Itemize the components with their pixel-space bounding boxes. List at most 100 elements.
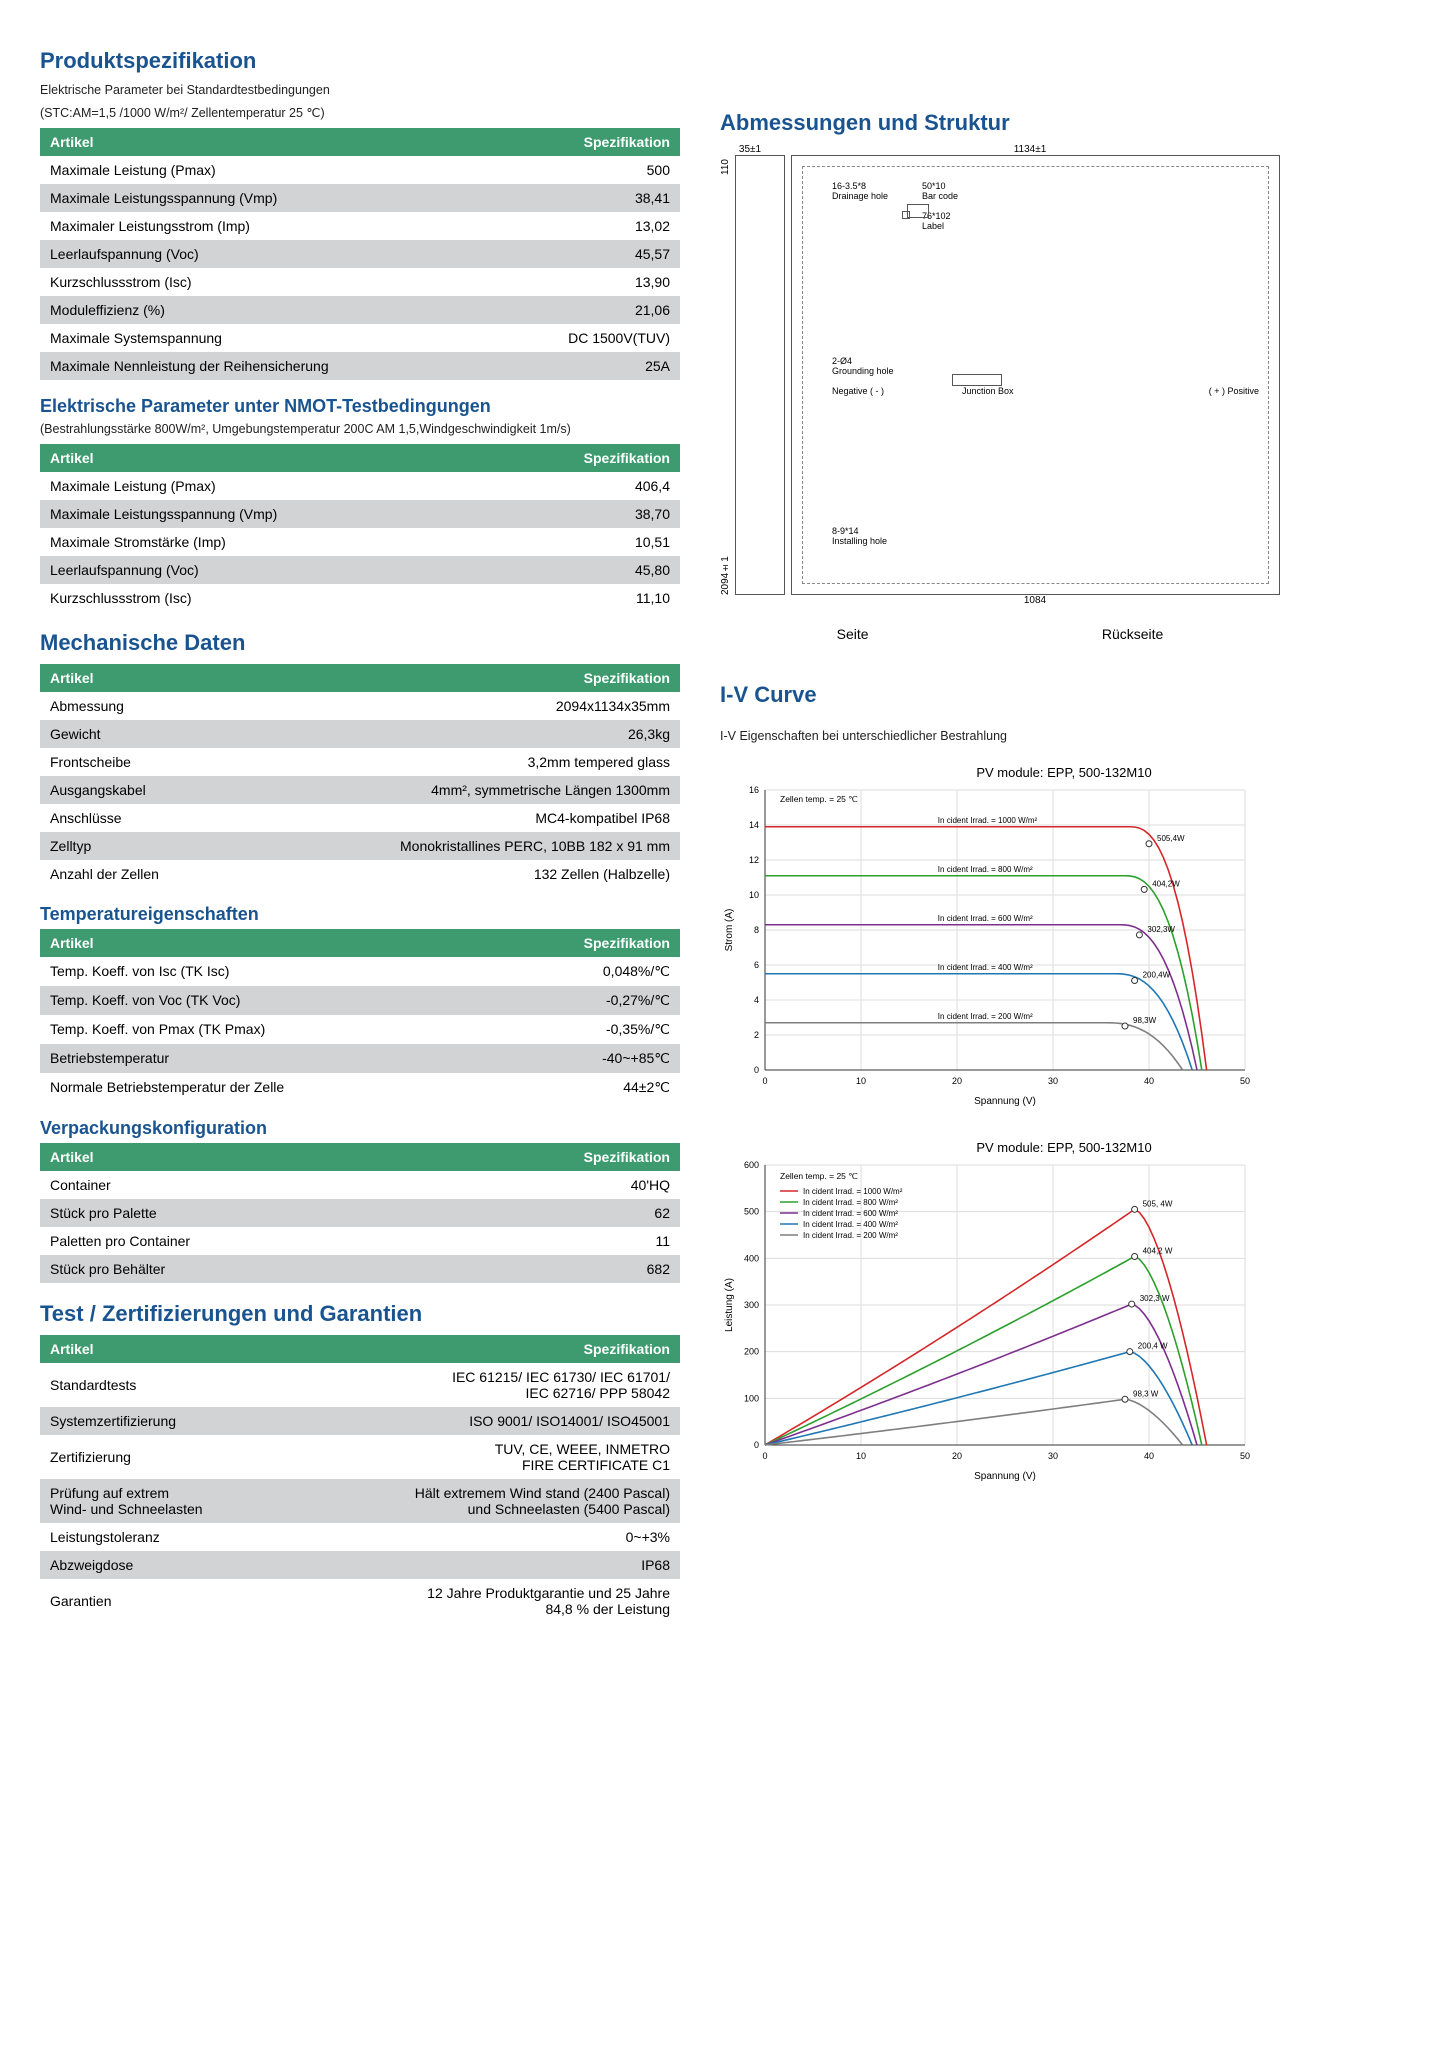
svg-text:In cident Irrad. = 600 W/m²: In cident Irrad. = 600 W/m² (803, 1209, 898, 1218)
svg-text:404,2 W: 404,2 W (1143, 1246, 1173, 1255)
svg-text:0: 0 (754, 1440, 759, 1450)
title-temp: Temperatureigenschaften (40, 904, 680, 925)
svg-text:Spannung (V): Spannung (V) (974, 1471, 1036, 1482)
title-nmot: Elektrische Parameter unter NMOT-Testbed… (40, 396, 680, 417)
table-row: SystemzertifizierungISO 9001/ ISO14001/ … (40, 1407, 680, 1435)
svg-text:98,3 W: 98,3 W (1133, 1389, 1159, 1398)
svg-text:Zellen temp. = 25 ℃: Zellen temp. = 25 ℃ (780, 1171, 858, 1181)
svg-text:10: 10 (749, 890, 759, 900)
table-row: Anzahl der Zellen132 Zellen (Halbzelle) (40, 860, 680, 888)
table-pack: ArtikelSpezifikation Container40'HQStück… (40, 1143, 680, 1283)
table-row: Temp. Koeff. von Pmax (TK Pmax)-0,35%/℃ (40, 1015, 680, 1044)
svg-text:Strom (A): Strom (A) (724, 908, 735, 951)
title-iv-curve: I-V Curve (720, 682, 1408, 708)
table-row: Paletten pro Container11 (40, 1227, 680, 1255)
svg-text:302,3W: 302,3W (1147, 925, 1175, 934)
stc-note-1: Elektrische Parameter bei Standardtestbe… (40, 82, 680, 99)
svg-text:100: 100 (744, 1393, 759, 1403)
table-row: Maximale Nennleistung der Reihensicherun… (40, 352, 680, 380)
table-row: Maximale Leistungsspannung (Vmp)38,70 (40, 500, 680, 528)
table-row: Maximale Leistungsspannung (Vmp)38,41 (40, 184, 680, 212)
svg-text:In cident Irrad. = 200 W/m²: In cident Irrad. = 200 W/m² (803, 1231, 898, 1240)
svg-text:10: 10 (856, 1451, 866, 1461)
table-row: Leistungstoleranz0~+3% (40, 1523, 680, 1551)
pv-chart-title: PV module: EPP, 500-132M10 (720, 1140, 1408, 1155)
svg-text:200,4 W: 200,4 W (1138, 1342, 1168, 1351)
svg-text:40: 40 (1144, 1451, 1154, 1461)
table-row: Maximale SystemspannungDC 1500V(TUV) (40, 324, 680, 352)
svg-text:4: 4 (754, 995, 759, 1005)
table-row: AbzweigdoseIP68 (40, 1551, 680, 1579)
svg-text:In cident Irrad. = 800 W/m²: In cident Irrad. = 800 W/m² (803, 1198, 898, 1207)
svg-text:14: 14 (749, 820, 759, 830)
title-produktspezifikation: Produktspezifikation (40, 48, 680, 74)
svg-text:In cident Irrad. = 600 W/m²: In cident Irrad. = 600 W/m² (938, 914, 1033, 923)
table-row: Temp. Koeff. von Voc (TK Voc)-0,27%/℃ (40, 986, 680, 1015)
svg-text:In cident Irrad. = 400 W/m²: In cident Irrad. = 400 W/m² (938, 963, 1033, 972)
svg-text:0: 0 (762, 1076, 767, 1086)
svg-text:600: 600 (744, 1160, 759, 1170)
table-row: Betriebstemperatur-40~+85℃ (40, 1044, 680, 1073)
svg-text:In cident Irrad. = 400 W/m²: In cident Irrad. = 400 W/m² (803, 1220, 898, 1229)
iv-chart: 010203040500246810121416Spannung (V)Stro… (720, 780, 1260, 1110)
iv-chart-title: PV module: EPP, 500-132M10 (720, 765, 1408, 780)
svg-text:8: 8 (754, 925, 759, 935)
svg-text:98,3W: 98,3W (1133, 1016, 1157, 1025)
svg-text:In cident Irrad. = 800 W/m²: In cident Irrad. = 800 W/m² (938, 865, 1033, 874)
table-row: Moduleffizienz (%)21,06 (40, 296, 680, 324)
table-stc: ArtikelSpezifikation Maximale Leistung (… (40, 128, 680, 380)
svg-text:302,3 W: 302,3 W (1140, 1294, 1170, 1303)
svg-text:6: 6 (754, 960, 759, 970)
table-row: Stück pro Behälter682 (40, 1255, 680, 1283)
svg-text:50: 50 (1240, 1451, 1250, 1461)
iv-note: I-V Eigenschaften bei unterschiedlicher … (720, 728, 1408, 745)
table-mech: ArtikelSpezifikation Abmessung2094x1134x… (40, 664, 680, 888)
svg-text:404,2W: 404,2W (1152, 879, 1180, 888)
table-row: Maximaler Leistungsstrom (Imp)13,02 (40, 212, 680, 240)
svg-text:Leistung (A): Leistung (A) (724, 1278, 735, 1332)
svg-text:500: 500 (744, 1207, 759, 1217)
svg-text:20: 20 (952, 1076, 962, 1086)
svg-text:0: 0 (762, 1451, 767, 1461)
stc-note-2: (STC:AM=1,5 /1000 W/m²/ Zellentemperatur… (40, 105, 680, 122)
table-row: Kurzschlussstrom (Isc)11,10 (40, 584, 680, 612)
table-row: Ausgangskabel4mm², symmetrische Längen 1… (40, 776, 680, 804)
svg-text:16: 16 (749, 785, 759, 795)
table-row: Gewicht26,3kg (40, 720, 680, 748)
svg-text:50: 50 (1240, 1076, 1250, 1086)
table-row: ZelltypMonokristallines PERC, 10BB 182 x… (40, 832, 680, 860)
svg-text:505,4W: 505,4W (1157, 834, 1185, 843)
pv-chart: 010203040500100200300400500600Spannung (… (720, 1155, 1260, 1485)
table-temp: ArtikelSpezifikation Temp. Koeff. von Is… (40, 929, 680, 1102)
table-row: Leerlaufspannung (Voc)45,57 (40, 240, 680, 268)
table-nmot: ArtikelSpezifikation Maximale Leistung (… (40, 444, 680, 612)
table-row: Normale Betriebstemperatur der Zelle44±2… (40, 1073, 680, 1102)
nmot-note: (Bestrahlungsstärke 800W/m², Umgebungste… (40, 421, 680, 438)
table-row: AnschlüsseMC4-kompatibel IP68 (40, 804, 680, 832)
svg-text:505, 4W: 505, 4W (1143, 1199, 1173, 1208)
table-row: Maximale Leistung (Pmax)500 (40, 156, 680, 184)
table-row: Temp. Koeff. von Isc (TK Isc)0,048%/℃ (40, 957, 680, 986)
svg-text:2: 2 (754, 1030, 759, 1040)
table-row: Garantien12 Jahre Produktgarantie und 25… (40, 1579, 680, 1623)
svg-text:In cident Irrad. = 1000 W/m²: In cident Irrad. = 1000 W/m² (938, 816, 1038, 825)
dimension-diagram: 35±1 1134±1 110 2094±1 16-3.5*8 Drainage… (720, 144, 1280, 642)
table-row: Prüfung auf extrem Wind- und Schneelaste… (40, 1479, 680, 1523)
svg-text:200,4W: 200,4W (1143, 970, 1171, 979)
title-pack: Verpackungskonfiguration (40, 1118, 680, 1139)
table-row: Abmessung2094x1134x35mm (40, 692, 680, 720)
label-seite: Seite (837, 626, 869, 642)
svg-text:10: 10 (856, 1076, 866, 1086)
title-cert: Test / Zertifizierungen und Garantien (40, 1301, 680, 1327)
table-row: Maximale Leistung (Pmax)406,4 (40, 472, 680, 500)
svg-text:Zellen temp. = 25 ℃: Zellen temp. = 25 ℃ (780, 794, 858, 804)
table-row: ZertifizierungTUV, CE, WEEE, INMETRO FIR… (40, 1435, 680, 1479)
table-row: Frontscheibe3,2mm tempered glass (40, 748, 680, 776)
svg-text:Spannung (V): Spannung (V) (974, 1096, 1036, 1107)
table-row: Maximale Stromstärke (Imp)10,51 (40, 528, 680, 556)
title-dimensions: Abmessungen und Struktur (720, 110, 1408, 136)
svg-text:400: 400 (744, 1253, 759, 1263)
svg-text:40: 40 (1144, 1076, 1154, 1086)
table-cert: ArtikelSpezifikation StandardtestsIEC 61… (40, 1335, 680, 1623)
table-row: Container40'HQ (40, 1171, 680, 1199)
